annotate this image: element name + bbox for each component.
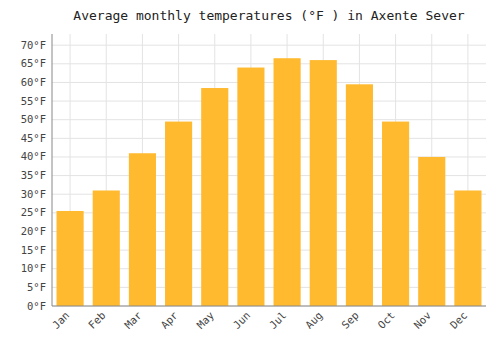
x-tick-label: Aug — [303, 309, 325, 331]
y-tick-label: 5°F — [27, 281, 46, 293]
x-tick-label: Oct — [375, 309, 397, 331]
x-tick-label: Jan — [50, 309, 72, 331]
bar — [165, 122, 192, 306]
y-grid-line — [52, 45, 486, 46]
bar — [201, 88, 228, 306]
y-tick-label: 55°F — [21, 95, 46, 107]
title: Average monthly temperatures (°F ) in Ax… — [73, 8, 465, 23]
y-grid-line — [52, 138, 486, 139]
bars — [57, 58, 482, 306]
y-grid-line — [52, 119, 486, 120]
x-tick-label: May — [194, 309, 216, 331]
bar — [237, 68, 264, 306]
x-axis-line — [52, 306, 486, 307]
bar — [274, 58, 301, 306]
bar — [346, 84, 373, 306]
bar — [382, 122, 409, 306]
y-tick-label: 25°F — [21, 206, 46, 218]
y-tick-label: 50°F — [21, 113, 46, 125]
x-tick-label: Jul — [267, 309, 289, 331]
y-tick-label: 60°F — [21, 76, 46, 88]
y-grid-line — [52, 63, 486, 64]
y-grid-line — [52, 306, 486, 307]
y-tick-label: 35°F — [21, 169, 46, 181]
x-tick-label: Nov — [411, 309, 433, 331]
x-tick-label: Apr — [158, 309, 180, 331]
x-tick-label: Feb — [86, 309, 108, 331]
y-tick-label: 30°F — [21, 188, 46, 200]
y-tick-label: 20°F — [21, 225, 46, 237]
x-tick-label: Sep — [339, 309, 361, 331]
x-tick-label: Mar — [122, 309, 144, 331]
bar — [57, 211, 84, 306]
y-tick-label: 15°F — [21, 244, 46, 256]
x-tick-label: Jun — [230, 309, 252, 331]
y-tick-label: 10°F — [21, 262, 46, 274]
y-grid-line — [52, 101, 486, 102]
chart-container: Average monthly temperatures (°F ) in Ax… — [0, 0, 500, 350]
y-tick-label: 45°F — [21, 132, 46, 144]
bar — [129, 153, 156, 306]
bar — [310, 60, 337, 306]
chart-svg: Average monthly temperatures (°F ) in Ax… — [0, 0, 500, 350]
y-axis-line — [52, 34, 53, 306]
bar — [454, 190, 481, 306]
y-tick-label: 40°F — [21, 150, 46, 162]
y-grid-line — [52, 82, 486, 83]
grid — [52, 34, 486, 306]
bar — [418, 157, 445, 306]
y-tick-label: 0°F — [27, 300, 46, 312]
x-tick-label: Dec — [447, 309, 469, 331]
bar — [93, 190, 120, 306]
y-tick-label: 65°F — [21, 57, 46, 69]
y-tick-label: 70°F — [21, 39, 46, 51]
